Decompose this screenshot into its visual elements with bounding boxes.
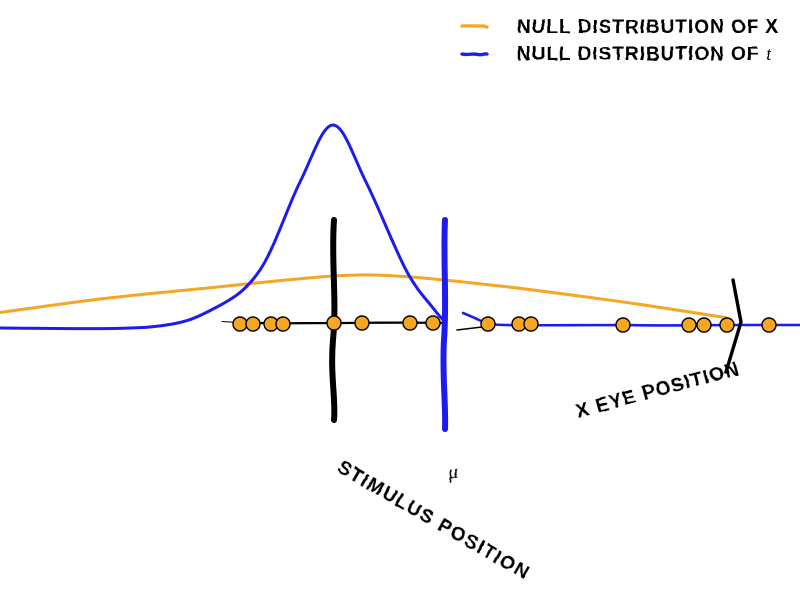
svg-text:NULL DISTRIBUTION OF X: NULL DISTRIBUTION OF X [517,17,779,38]
svg-text:NULL DISTRIBUTION OF t: NULL DISTRIBUTION OF t [517,44,772,65]
